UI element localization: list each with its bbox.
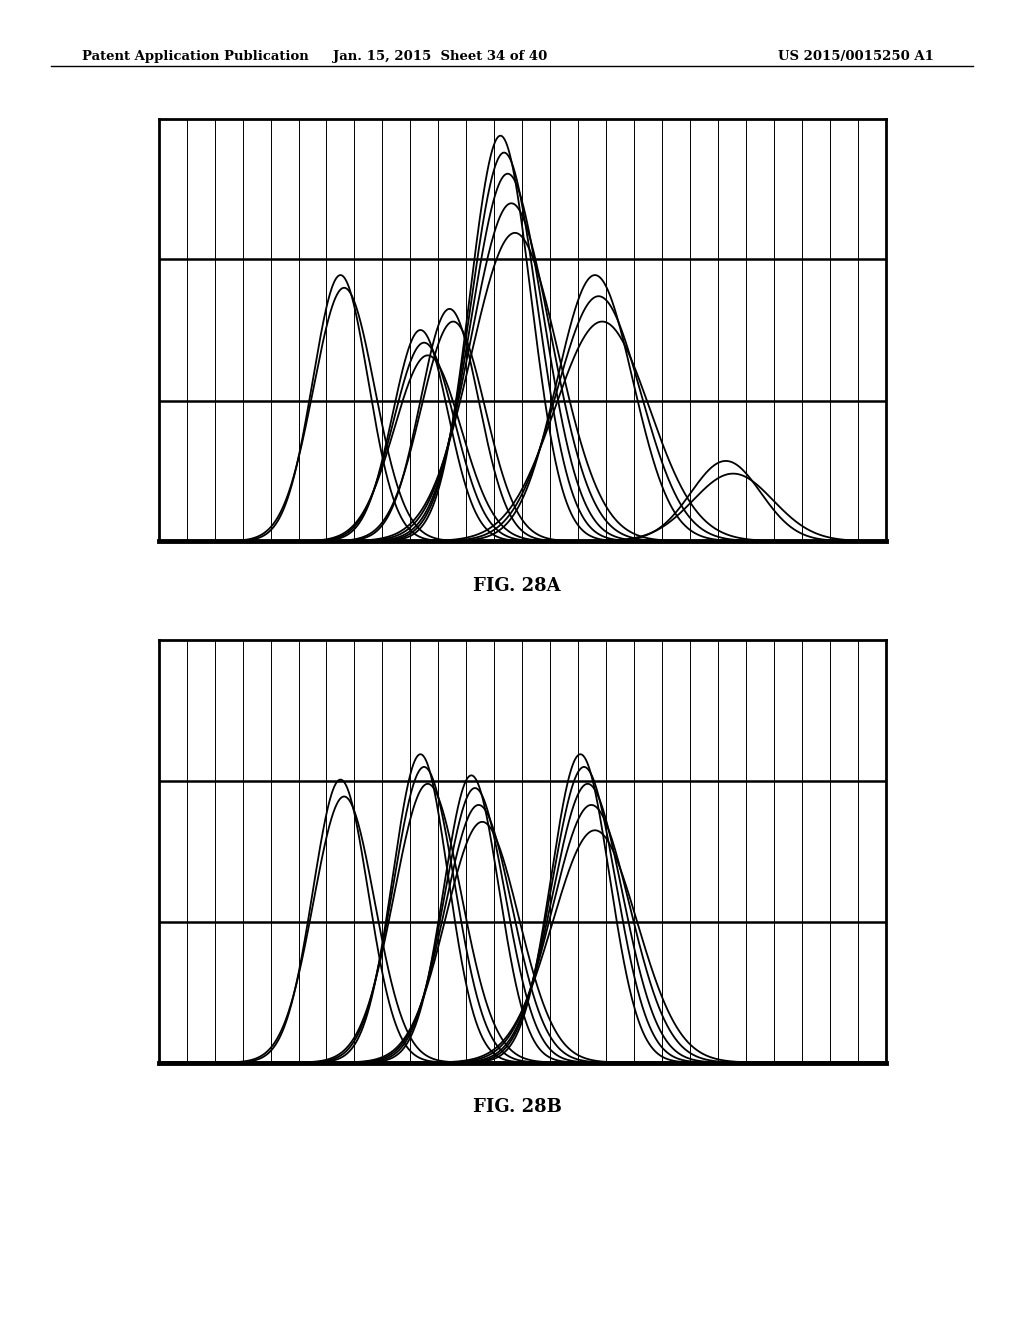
Text: US 2015/0015250 A1: US 2015/0015250 A1	[778, 50, 934, 63]
Text: Jan. 15, 2015  Sheet 34 of 40: Jan. 15, 2015 Sheet 34 of 40	[333, 50, 548, 63]
Text: Patent Application Publication: Patent Application Publication	[82, 50, 308, 63]
Text: FIG. 28B: FIG. 28B	[473, 1098, 561, 1117]
Text: FIG. 28A: FIG. 28A	[473, 577, 561, 595]
